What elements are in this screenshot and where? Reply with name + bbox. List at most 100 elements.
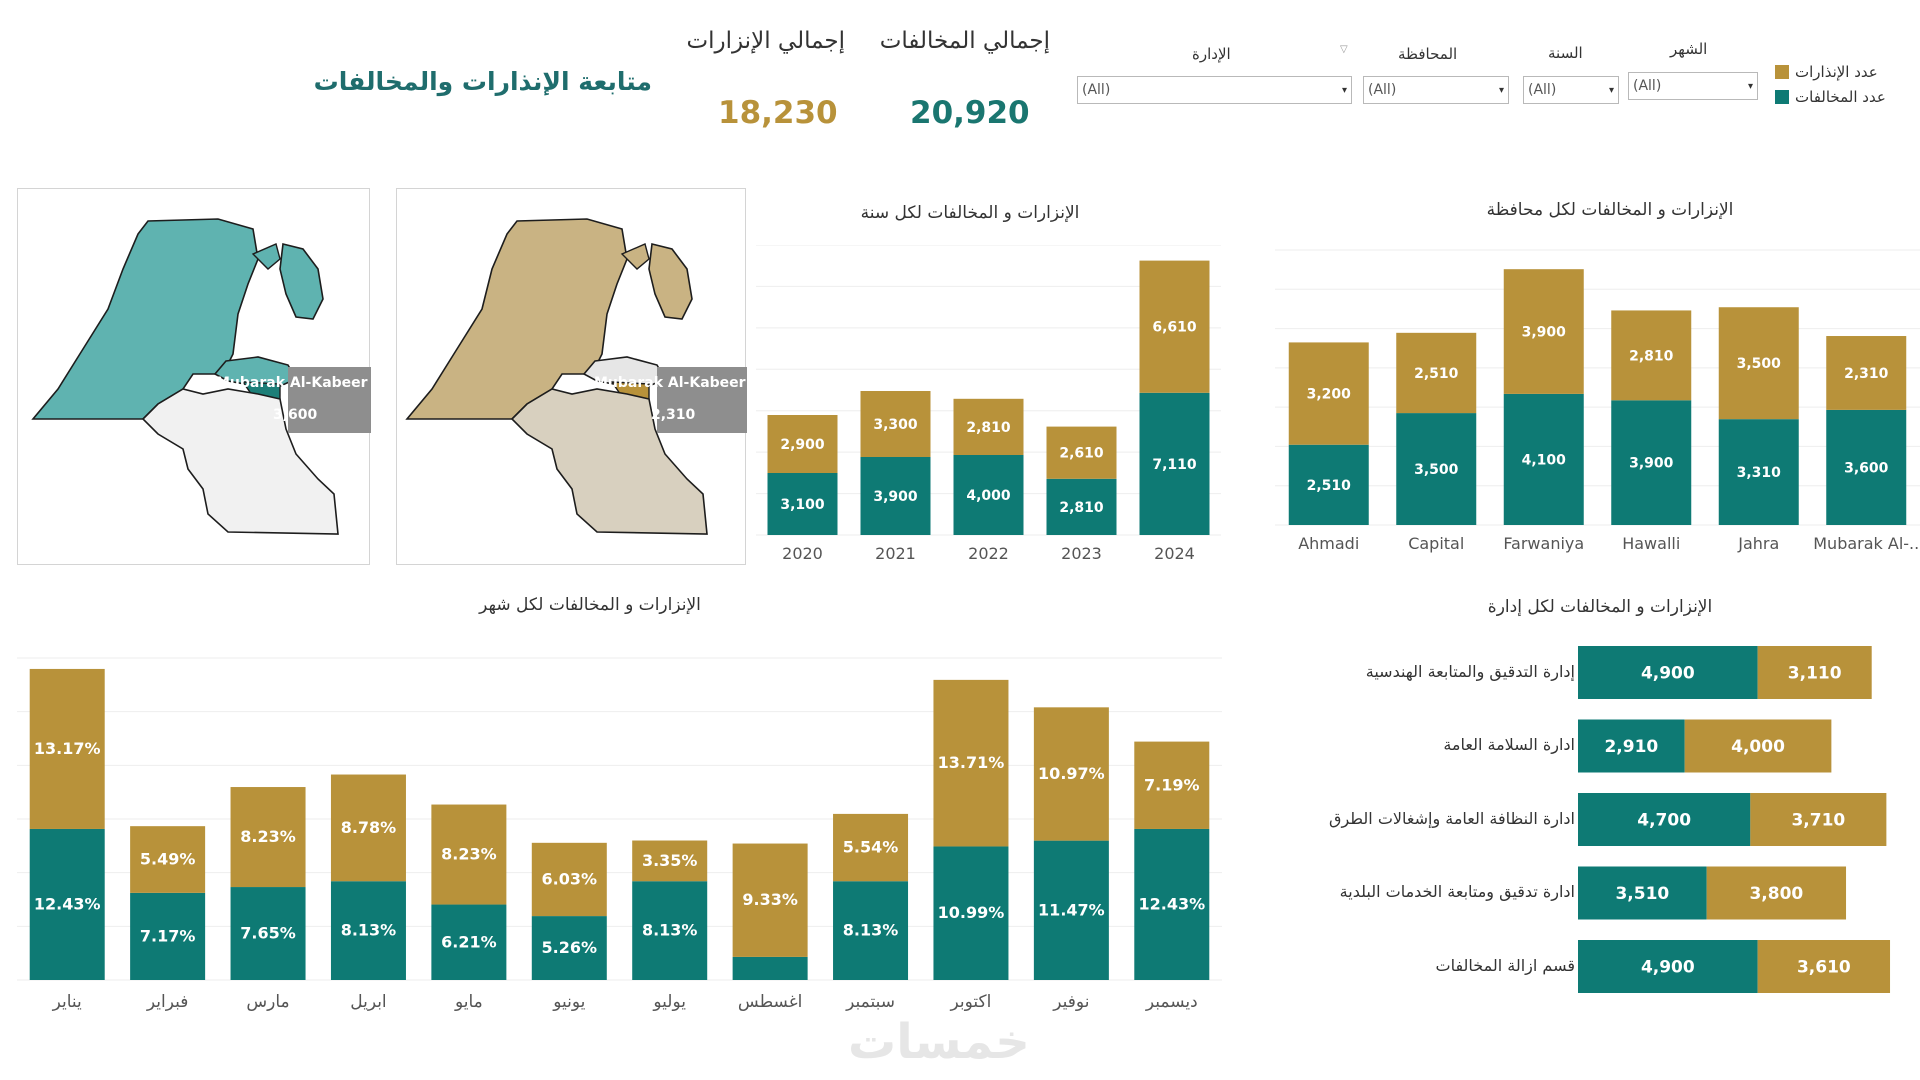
bar-warnings[interactable] xyxy=(1706,866,1847,920)
bar-violations[interactable] xyxy=(1578,793,1751,846)
axis-tick-label: 2024 xyxy=(1154,544,1195,563)
bar-warnings[interactable] xyxy=(632,840,708,882)
bar-violations[interactable] xyxy=(1578,940,1758,993)
bar-violations[interactable] xyxy=(767,473,838,535)
bar-warnings[interactable] xyxy=(1718,307,1799,420)
map-region-north[interactable] xyxy=(405,218,628,420)
bar-violations[interactable] xyxy=(1396,413,1477,525)
bar-label-violations: 2,910 xyxy=(1604,737,1658,757)
bar-warnings[interactable] xyxy=(29,668,105,829)
bar-warnings[interactable] xyxy=(1134,741,1210,829)
bar-warnings[interactable] xyxy=(1033,707,1109,841)
bar-warnings[interactable] xyxy=(330,774,406,882)
chart-month-title: الإنزارات و المخالفات لكل شهر xyxy=(479,595,701,615)
bar-violations[interactable] xyxy=(531,916,607,980)
bar-violations[interactable] xyxy=(1503,393,1584,525)
bar-violations[interactable] xyxy=(29,828,105,980)
filter-admin-select[interactable]: (All) ▾ xyxy=(1077,76,1352,104)
bar-warnings[interactable] xyxy=(130,826,206,893)
bar-violations[interactable] xyxy=(1139,392,1210,535)
map-region-south[interactable] xyxy=(141,388,339,535)
map-island-warbah[interactable] xyxy=(620,243,650,270)
bar-label-violations: 7.17% xyxy=(140,926,196,945)
bar-violations[interactable] xyxy=(1578,646,1758,699)
map-violations[interactable]: Mubarak Al-Kabeer 3,600 xyxy=(17,188,371,565)
bar-warnings[interactable] xyxy=(1396,332,1477,414)
map-island-bubiyan[interactable] xyxy=(279,243,324,320)
bar-violations[interactable] xyxy=(431,904,507,980)
chevron-down-icon: ▾ xyxy=(1747,80,1753,92)
bar-violations[interactable] xyxy=(1288,444,1369,525)
bar-violations[interactable] xyxy=(230,887,306,980)
map-warnings[interactable]: Mubarak Al-Kabeer 2,310 xyxy=(396,188,747,565)
bar-warnings[interactable] xyxy=(431,804,507,905)
bar-warnings[interactable] xyxy=(1750,793,1887,846)
map-region-south[interactable] xyxy=(510,388,708,535)
legend-warnings-label: عدد الإنذارات xyxy=(1795,63,1878,81)
bar-label-violations: 10.99% xyxy=(938,903,1005,922)
bar-warnings[interactable] xyxy=(833,813,909,882)
bar-label-warnings: 13.17% xyxy=(34,739,101,758)
bar-warnings[interactable] xyxy=(1826,336,1907,410)
axis-tick-label: فبراير xyxy=(146,992,188,1012)
bar-violations[interactable] xyxy=(833,881,909,980)
bar-violations[interactable] xyxy=(933,846,1009,980)
bar-violations[interactable] xyxy=(1826,409,1907,525)
bar-warnings[interactable] xyxy=(531,842,607,917)
bar-violations[interactable] xyxy=(1033,840,1109,980)
bar-warnings[interactable] xyxy=(1757,940,1891,993)
map-island-bubiyan[interactable] xyxy=(648,243,693,320)
bar-label-warnings: 2,310 xyxy=(1844,366,1889,382)
bar-warnings[interactable] xyxy=(1684,719,1832,773)
bar-violations[interactable] xyxy=(732,956,808,980)
bar-violations[interactable] xyxy=(1578,866,1707,920)
chart-department-title: الإنزارات و المخالفات لكل إدارة xyxy=(1487,597,1713,617)
bar-warnings[interactable] xyxy=(953,398,1024,455)
bar-warnings[interactable] xyxy=(1288,342,1369,445)
bar-violations[interactable] xyxy=(1046,478,1117,535)
legend-violations[interactable]: عدد المخالفات xyxy=(1775,88,1886,106)
bar-violations[interactable] xyxy=(1611,400,1692,525)
axis-tick-label: يونيو xyxy=(552,992,585,1012)
bar-violations[interactable] xyxy=(130,892,206,980)
bar-warnings[interactable] xyxy=(1503,269,1584,394)
filter-governorate-select[interactable]: (All) ▾ xyxy=(1363,76,1509,104)
bar-warnings[interactable] xyxy=(230,787,306,888)
filter-month-select[interactable]: (All) ▾ xyxy=(1628,72,1758,100)
bar-warnings[interactable] xyxy=(860,391,931,457)
bar-violations[interactable] xyxy=(632,881,708,980)
legend-warnings[interactable]: عدد الإنذارات xyxy=(1775,63,1878,81)
bar-warnings[interactable] xyxy=(767,415,838,473)
bar-label-warnings: 9.33% xyxy=(742,890,798,909)
bar-label-warnings: 2,610 xyxy=(1059,446,1104,462)
bar-label-warnings: 8.78% xyxy=(341,818,397,837)
bar-warnings[interactable] xyxy=(933,679,1009,847)
filter-year-select[interactable]: (All) ▾ xyxy=(1523,76,1619,104)
map-island-warbah[interactable] xyxy=(251,243,281,270)
bar-warnings[interactable] xyxy=(1046,426,1117,479)
bar-label-violations: 8.13% xyxy=(341,921,397,940)
page-title: متابعة الإنذارات والمخالفات xyxy=(313,67,652,96)
bar-violations[interactable] xyxy=(1578,719,1685,773)
legend-violations-swatch xyxy=(1775,90,1789,104)
bar-violations[interactable] xyxy=(1718,419,1799,525)
chevron-down-icon: ▾ xyxy=(1608,84,1614,96)
bar-violations[interactable] xyxy=(953,455,1024,535)
kpi-violations-label: إجمالي المخالفات xyxy=(879,28,1050,54)
bar-label-violations: 4,900 xyxy=(1641,958,1695,978)
bar-warnings[interactable] xyxy=(1757,646,1872,699)
bar-violations[interactable] xyxy=(860,457,931,535)
filter-funnel-icon[interactable]: ▽ xyxy=(1340,44,1348,55)
bar-warnings[interactable] xyxy=(1611,310,1692,401)
department-label: ادارة النظافة العامة وإشغالات الطرق xyxy=(1329,808,1575,828)
bar-label-violations: 3,900 xyxy=(1629,456,1674,472)
bar-warnings[interactable] xyxy=(732,843,808,957)
bar-violations[interactable] xyxy=(1134,828,1210,980)
axis-tick-label: يوليو xyxy=(652,992,686,1012)
axis-tick-label: Mubarak Al-.. xyxy=(1813,534,1919,553)
bar-label-warnings: 5.54% xyxy=(843,838,899,857)
bar-violations[interactable] xyxy=(330,881,406,980)
bar-warnings[interactable] xyxy=(1139,260,1210,393)
axis-tick-label: Ahmadi xyxy=(1298,534,1359,553)
map-region-north[interactable] xyxy=(31,218,259,420)
